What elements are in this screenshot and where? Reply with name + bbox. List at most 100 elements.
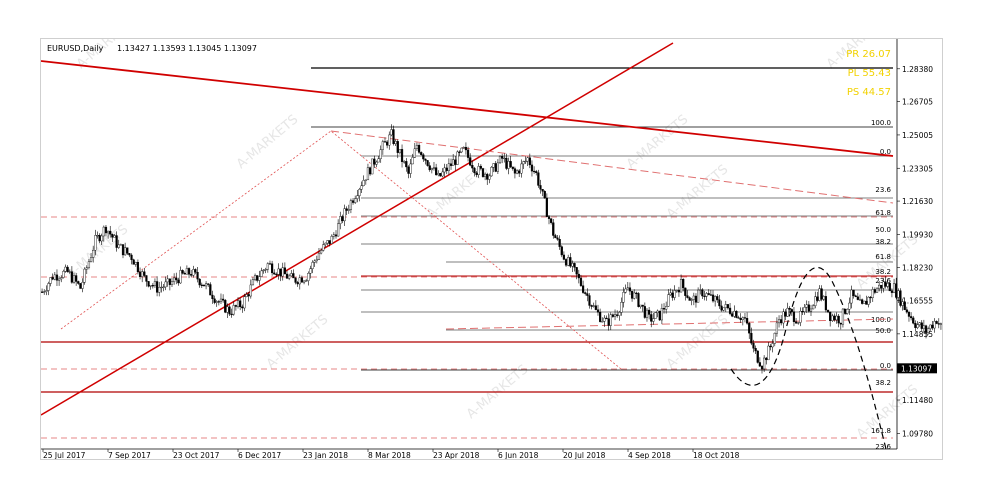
watermark-text-3: A-MARKETS (624, 112, 691, 172)
candle-body (77, 281, 80, 284)
candle-body (856, 296, 859, 300)
time-tick-label: 8 Mar 2018 (368, 451, 411, 459)
candle-body (918, 322, 921, 325)
candle-body (53, 274, 56, 280)
candle-body (807, 304, 810, 312)
candle-body (550, 218, 553, 223)
candle-body (673, 290, 676, 298)
candle-body (224, 300, 227, 313)
candle-body (890, 290, 894, 293)
candle-body (55, 274, 59, 281)
candle-body (873, 289, 876, 293)
candle-body (168, 278, 171, 285)
candle-body (763, 357, 766, 370)
candle-body (775, 322, 779, 334)
candle-body (307, 273, 310, 281)
candle-body (801, 310, 804, 313)
candle-body (792, 311, 796, 323)
candle-body (251, 279, 255, 286)
candle-body (515, 170, 519, 174)
candle-body (826, 309, 830, 313)
candle-body (366, 167, 370, 181)
candle-body (160, 286, 163, 289)
candle-body (718, 299, 721, 307)
candle-body (403, 161, 406, 163)
candle-body (633, 292, 636, 299)
candle-body (760, 365, 764, 370)
candle-body (177, 279, 180, 284)
candle-body (60, 277, 63, 280)
candle-body (690, 299, 693, 301)
candle-body (332, 234, 335, 237)
candle-body (682, 279, 685, 289)
time-tick-label: 23 Apr 2018 (433, 451, 480, 459)
candle-body (545, 197, 548, 217)
candle-body (722, 307, 725, 311)
candle-body (215, 301, 218, 303)
candle-body (358, 189, 361, 196)
candle-body (94, 235, 97, 251)
candle-body (892, 283, 896, 293)
candle-body (852, 289, 855, 297)
candle-body (422, 154, 425, 160)
candle-body (769, 345, 772, 348)
candle-body (217, 301, 220, 303)
candle-body (368, 167, 372, 175)
candle-body (460, 147, 463, 153)
candle-body (126, 247, 129, 254)
candle-body (443, 167, 446, 173)
candle-body (916, 324, 919, 328)
candle-body (933, 321, 936, 329)
candle-body (111, 233, 114, 238)
candle-body (498, 156, 502, 164)
candle-body (569, 257, 572, 267)
current-price-box (897, 363, 937, 374)
candle-body (628, 287, 632, 292)
candle-body (509, 161, 512, 168)
candle-body (330, 236, 333, 244)
candle-body (692, 295, 695, 300)
candle-body (861, 299, 864, 304)
candle-body (243, 296, 246, 309)
stat-ps: PS 44.57 (847, 87, 891, 98)
candle-body (754, 348, 757, 352)
candle-body (371, 158, 374, 175)
candle-body (190, 274, 193, 276)
candle-body (179, 270, 182, 284)
fib-label-14: 23.6 (875, 443, 891, 451)
candle-body (345, 208, 348, 211)
candle-body (290, 273, 293, 277)
candle-body (726, 304, 730, 309)
stat-pl: PL 55.43 (848, 68, 891, 79)
candle-body (262, 269, 265, 272)
candle-body (271, 263, 274, 274)
candle-body (66, 266, 69, 272)
candle-body (643, 306, 646, 318)
candle-body (605, 317, 608, 320)
candle-body (396, 141, 399, 153)
candle-body (383, 141, 387, 143)
candle-body (317, 252, 321, 260)
candle-body (613, 314, 617, 317)
candle-body (558, 239, 561, 247)
candle-body (145, 275, 148, 282)
candle-body (624, 288, 627, 293)
candle-body (153, 281, 157, 286)
candle-body (728, 307, 732, 314)
candle-body (752, 342, 755, 349)
candle-body (45, 290, 48, 292)
price-tick-label: 1.14855 (902, 330, 933, 339)
candle-body (897, 290, 900, 298)
candle-body (684, 287, 687, 296)
candle-body (714, 296, 717, 302)
candle-body (907, 311, 911, 317)
candle-body (392, 129, 395, 144)
candle-body (679, 279, 683, 293)
candle-body (104, 226, 108, 234)
candle-body (848, 302, 851, 310)
candle-body (592, 305, 595, 307)
candle-body (594, 305, 597, 310)
dotted-projection (60, 130, 622, 370)
candle-body (294, 277, 297, 283)
price-tick-label: 1.16555 (902, 297, 933, 306)
